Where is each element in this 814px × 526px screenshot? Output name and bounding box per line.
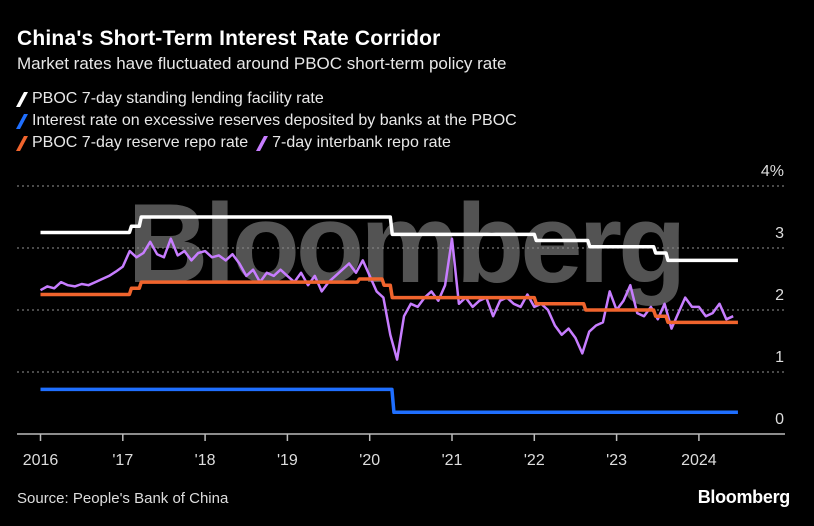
x-tick-label: 2016 bbox=[23, 452, 59, 469]
x-tick-label: '23 bbox=[606, 452, 627, 469]
legend-label-slf: PBOC 7-day standing lending facility rat… bbox=[32, 90, 324, 107]
bloomberg-logo: Bloomberg bbox=[697, 487, 791, 507]
legend-row-3: PBOC 7-day reserve repo rate 7-day inter… bbox=[16, 134, 451, 152]
x-tick-label: '22 bbox=[524, 452, 545, 469]
excess-reserves-rate-line bbox=[40, 387, 738, 415]
chart-subtitle: Market rates have fluctuated around PBOC… bbox=[17, 54, 507, 73]
legend-item-excess-reserves: Interest rate on excessive reserves depo… bbox=[16, 112, 517, 130]
x-tick-label: '17 bbox=[112, 452, 133, 469]
x-tick-label: '18 bbox=[195, 452, 216, 469]
y-tick-label: 3 bbox=[775, 225, 784, 242]
legend-item-slf: PBOC 7-day standing lending facility rat… bbox=[16, 90, 324, 108]
x-tick-label: '21 bbox=[442, 452, 463, 469]
legend-label-excess-reserves: Interest rate on excessive reserves depo… bbox=[32, 112, 517, 129]
legend-label-interbank: 7-day interbank repo rate bbox=[272, 134, 451, 151]
reverse-repo-rate-line bbox=[40, 277, 738, 325]
bloomberg-watermark: Bloomberg bbox=[127, 181, 682, 306]
y-tick-label: 4% bbox=[761, 163, 784, 180]
x-tick-label: '20 bbox=[359, 452, 380, 469]
y-tick-label: 1 bbox=[775, 349, 784, 366]
x-tick-label: '19 bbox=[277, 452, 298, 469]
legend-label-reverse-repo: PBOC 7-day reserve repo rate bbox=[32, 134, 249, 151]
source-note: Source: People's Bank of China bbox=[17, 490, 229, 507]
y-tick-label: 2 bbox=[775, 287, 784, 304]
chart-title: China's Short-Term Interest Rate Corrido… bbox=[17, 27, 441, 50]
x-tick-label: 2024 bbox=[681, 452, 717, 469]
slf-rate-line bbox=[40, 215, 738, 263]
y-tick-label: 0 bbox=[775, 411, 784, 428]
